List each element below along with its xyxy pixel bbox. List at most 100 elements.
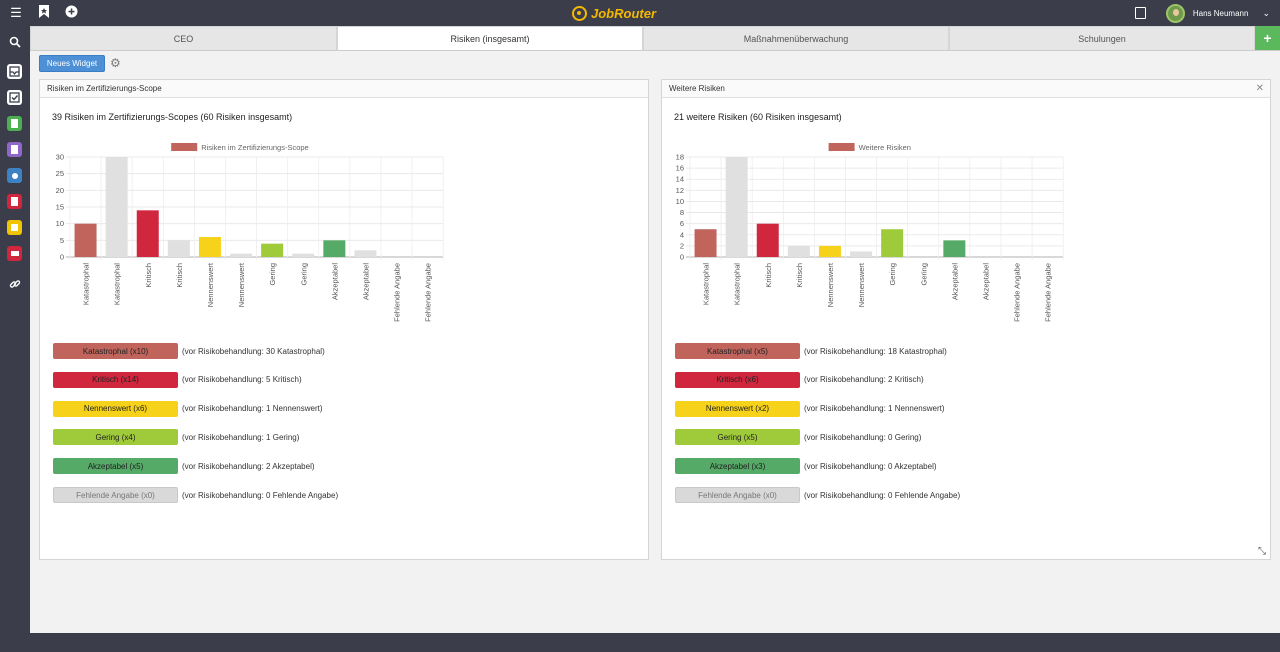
risk-level-button[interactable]: Nennenswert (x2) (675, 400, 800, 417)
avatar[interactable] (1165, 3, 1185, 23)
y-tick-label: 8 (680, 208, 684, 217)
risk-level-button[interactable]: Katastrophal (x10) (53, 343, 178, 359)
risk-level-button[interactable]: Kritisch (x14) (53, 371, 178, 388)
bar (850, 251, 873, 257)
risk-level-note: (vor Risikobehandlung: 0 Fehlende Angabe… (804, 490, 961, 500)
y-tick-label: 16 (676, 164, 684, 173)
y-tick-label: 2 (680, 241, 684, 250)
risk-level-row: Akzeptabel (x5) (vor Risikobehandlung: 2 … (53, 458, 315, 475)
bar (943, 240, 966, 257)
risk-level-row: Akzeptabel (x3) (vor Risikobehandlung: 0 … (675, 458, 937, 475)
chart-legend-swatch (828, 143, 855, 151)
user-card-icon[interactable] (7, 168, 22, 183)
task-check-icon[interactable] (7, 90, 22, 105)
documents-red-icon[interactable] (7, 194, 22, 209)
bar (787, 245, 810, 257)
link-icon[interactable] (7, 276, 22, 291)
bar (198, 237, 221, 257)
sidebar (0, 26, 30, 652)
risk-level-button[interactable]: Nennenswert (x6) (53, 400, 178, 417)
tab-schulungen[interactable]: Schulungen (949, 26, 1255, 50)
tab-ceo[interactable]: CEO (30, 26, 337, 50)
widget-header: Weitere Risiken (662, 80, 1270, 98)
x-tick-label: Fehlende Angabe (1013, 263, 1022, 322)
bottom-bar (30, 633, 1280, 652)
megaphone-icon[interactable] (7, 246, 22, 261)
add-circle-icon[interactable] (63, 5, 79, 21)
risk-level-button[interactable]: Gering (x4) (53, 429, 178, 446)
risk-level-button[interactable]: Fehlende Angabe (x0) (53, 487, 178, 503)
risk-level-row: Katastrophal (x10) (vor Risikobehandlung:… (53, 343, 325, 359)
bar-chart: Risiken im Zertifizierungs-Scope 0 5 10 15 20… (56, 143, 444, 322)
risk-level-button[interactable]: Fehlende Angabe (x0) (675, 487, 800, 503)
risk-level-note: (vor Risikobehandlung: 5 Kritisch) (182, 375, 302, 385)
y-tick-label: 12 (676, 186, 684, 195)
risk-level-row: Gering (x4) (vor Risikobehandlung: 1 Geri… (53, 429, 300, 446)
bar (261, 243, 284, 257)
new-widget-button[interactable]: Neues Widget (39, 55, 105, 72)
x-tick-label: Akzeptabel (950, 263, 959, 300)
x-tick-label: Akzeptabel (330, 263, 339, 300)
app-logo: JobRouter (572, 5, 656, 22)
clipboard-icon[interactable] (1134, 7, 1146, 19)
x-tick-label: Katastrophal (702, 263, 711, 305)
search-icon[interactable] (7, 34, 22, 49)
bookmark-icon[interactable] (36, 5, 52, 21)
risk-level-button[interactable]: Akzeptabel (x5) (53, 458, 178, 475)
x-tick-label: Nennenswert (857, 262, 866, 307)
chart-legend-label: Risiken im Zertifizierungs-Scope (201, 143, 309, 152)
risk-level-row: Kritisch (x6) (vor Risikobehandlung: 2 Kr… (675, 371, 924, 388)
bar (323, 240, 346, 257)
x-tick-label: Gering (919, 263, 928, 286)
risk-level-button[interactable]: Akzeptabel (x3) (675, 458, 800, 475)
logo-text: JobRouter (591, 6, 656, 21)
tab-massnahmenueberwachung[interactable]: Maßnahmenüberwachung (643, 26, 949, 50)
y-tick-label: 30 (56, 153, 64, 162)
resize-handle-icon[interactable]: ⤡ (1258, 546, 1266, 557)
risk-level-row: Nennenswert (x6) (vor Risikobehandlung: 1… (53, 400, 323, 417)
x-tick-label: Nennenswert (206, 262, 215, 307)
inbox-icon[interactable] (7, 64, 22, 79)
menu-icon[interactable]: ☰ (10, 5, 22, 20)
y-tick-label: 25 (56, 169, 64, 178)
x-tick-label: Akzeptabel (981, 263, 990, 300)
bar (105, 157, 128, 257)
tab-risiken-insgesamt[interactable]: Risiken (insgesamt) (337, 26, 643, 50)
x-tick-label: Kritisch (175, 263, 184, 288)
x-tick-label: Nennenswert (237, 262, 246, 307)
x-tick-label: Kritisch (795, 263, 804, 288)
bar (136, 210, 159, 257)
chart-legend-swatch (171, 143, 198, 151)
bar (881, 229, 904, 257)
risk-level-row: Gering (x5) (vor Risikobehandlung: 0 Geri… (675, 429, 921, 446)
x-tick-label: Fehlende Angabe (393, 263, 402, 322)
risk-level-button[interactable]: Gering (x5) (675, 429, 800, 446)
risk-level-button[interactable]: Katastrophal (x5) (675, 343, 800, 359)
risk-level-note: (vor Risikobehandlung: 1 Nennenswert) (804, 404, 945, 414)
bar (756, 223, 779, 257)
risk-level-row: Kritisch (x14) (vor Risikobehandlung: 5 K… (53, 371, 302, 388)
close-icon[interactable]: ✕ (1255, 83, 1264, 94)
y-tick-label: 0 (60, 253, 64, 262)
y-tick-label: 14 (676, 175, 684, 184)
note-yellow-icon[interactable] (7, 220, 22, 235)
user-menu[interactable]: Hans Neumann ⌄ (1134, 3, 1270, 23)
risk-level-note: (vor Risikobehandlung: 1 Gering) (182, 432, 300, 442)
gear-icon[interactable]: ⚙ (110, 56, 121, 70)
chevron-down-icon[interactable]: ⌄ (1262, 7, 1270, 18)
widget-weitere-risiken: Weitere Risiken ✕ 21 weitere Risiken (60… (661, 79, 1271, 560)
top-bar: ☰ JobRouter Hans Neumann ⌄ (0, 0, 1280, 26)
bar-chart: Weitere Risiken 0 2 4 6 8 10 12 14 16 18 Katastroph… (676, 143, 1064, 322)
document-purple-icon[interactable] (7, 142, 22, 157)
add-tab-button[interactable]: + (1255, 26, 1280, 50)
x-tick-label: Akzeptabel (361, 263, 370, 300)
x-tick-label: Fehlende Angabe (1044, 263, 1053, 322)
risk-level-note: (vor Risikobehandlung: 0 Fehlende Angabe… (182, 490, 339, 500)
x-tick-label: Kritisch (144, 263, 153, 288)
risk-level-row: Fehlende Angabe (x0) (vor Risikobehandlun… (53, 487, 338, 503)
document-green-icon[interactable] (7, 116, 22, 131)
risk-level-button[interactable]: Kritisch (x6) (675, 371, 800, 388)
risk-level-note: (vor Risikobehandlung: 30 Katastrophal) (182, 346, 325, 356)
risk-level-note: (vor Risikobehandlung: 0 Akzeptabel) (804, 461, 937, 471)
risk-level-row: Nennenswert (x2) (vor Risikobehandlung: 1… (675, 400, 945, 417)
